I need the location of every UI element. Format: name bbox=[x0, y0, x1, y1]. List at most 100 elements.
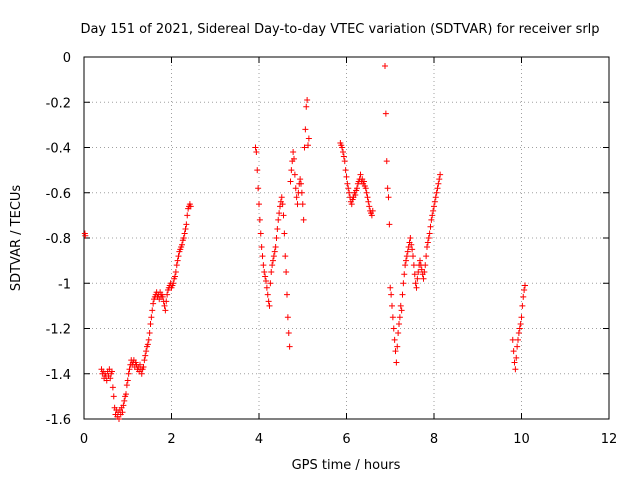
data-point bbox=[390, 325, 397, 332]
data-point bbox=[366, 203, 373, 210]
data-point bbox=[364, 194, 371, 201]
data-point bbox=[369, 207, 376, 214]
data-point bbox=[384, 185, 391, 192]
grid-lines bbox=[84, 57, 609, 419]
data-point bbox=[431, 198, 438, 205]
data-point bbox=[285, 330, 292, 337]
y-tick-labels: 0 -0.2 -0.4 -0.6 -0.8 -1 -1.2 -1.4 -1.6 bbox=[46, 51, 71, 428]
data-point bbox=[126, 366, 133, 373]
y-tick-label: -1.4 bbox=[46, 368, 71, 383]
data-point bbox=[395, 330, 402, 337]
data-point bbox=[287, 178, 294, 185]
data-point bbox=[146, 330, 153, 337]
data-point bbox=[428, 216, 435, 223]
y-tick-label: -0.2 bbox=[46, 96, 71, 111]
data-point bbox=[144, 341, 151, 348]
data-point bbox=[401, 271, 408, 278]
data-point bbox=[254, 167, 261, 174]
data-point bbox=[388, 291, 395, 298]
data-point bbox=[519, 302, 526, 309]
data-point bbox=[145, 336, 152, 343]
data-point bbox=[162, 307, 169, 314]
data-point bbox=[435, 180, 442, 187]
data-point bbox=[515, 330, 522, 337]
data-point bbox=[396, 314, 403, 321]
data-point bbox=[284, 314, 291, 321]
data-point bbox=[161, 302, 168, 309]
data-point bbox=[410, 253, 416, 260]
data-point bbox=[270, 257, 276, 264]
data-point bbox=[518, 314, 525, 321]
data-point bbox=[354, 185, 360, 192]
data-point bbox=[516, 325, 523, 332]
data-point bbox=[275, 216, 282, 223]
data-point bbox=[382, 63, 388, 70]
data-point bbox=[404, 248, 411, 255]
data-point bbox=[357, 171, 364, 178]
data-point bbox=[290, 149, 297, 156]
data-point bbox=[187, 203, 194, 210]
data-point bbox=[258, 244, 265, 251]
data-point bbox=[181, 230, 188, 237]
data-point bbox=[430, 207, 437, 214]
data-point bbox=[138, 370, 145, 377]
data-point bbox=[255, 185, 262, 192]
data-point bbox=[172, 268, 179, 275]
data-point bbox=[304, 96, 311, 103]
data-point bbox=[341, 158, 348, 165]
data-point bbox=[281, 230, 288, 237]
y-tick-label: -1 bbox=[58, 277, 71, 292]
data-point bbox=[514, 343, 521, 350]
data-point bbox=[121, 397, 128, 404]
data-point bbox=[261, 268, 268, 275]
data-point bbox=[140, 363, 147, 370]
data-point bbox=[305, 142, 311, 149]
data-point bbox=[147, 320, 154, 327]
data-point bbox=[363, 189, 370, 196]
data-point bbox=[402, 262, 409, 269]
data-point bbox=[116, 416, 122, 422]
data-point bbox=[286, 343, 293, 350]
data-point bbox=[512, 366, 519, 373]
data-point bbox=[257, 230, 264, 237]
data-point bbox=[417, 257, 423, 264]
data-point bbox=[411, 271, 418, 278]
y-tick-label: -0.8 bbox=[46, 232, 71, 247]
data-point bbox=[352, 192, 359, 199]
data-point bbox=[159, 293, 166, 300]
data-point bbox=[431, 203, 437, 210]
x-tick-label: 12 bbox=[601, 432, 618, 447]
data-point bbox=[414, 275, 421, 282]
data-point bbox=[436, 176, 443, 183]
data-point bbox=[294, 201, 301, 208]
data-point bbox=[263, 284, 270, 291]
data-point bbox=[340, 153, 347, 160]
data-point bbox=[163, 298, 170, 305]
data-point bbox=[298, 189, 305, 196]
x-tick-labels: 0 2 4 6 8 10 12 bbox=[80, 432, 617, 447]
data-point bbox=[408, 241, 415, 248]
y-tick-label: -1.2 bbox=[46, 323, 71, 338]
data-point bbox=[142, 352, 149, 359]
data-point bbox=[123, 382, 130, 389]
data-point bbox=[141, 357, 148, 364]
data-point bbox=[432, 194, 439, 201]
data-point bbox=[339, 144, 346, 151]
data-point bbox=[392, 348, 399, 355]
data-point bbox=[264, 291, 271, 298]
data-point bbox=[123, 391, 129, 398]
data-point bbox=[110, 393, 117, 400]
data-point bbox=[393, 359, 400, 366]
data-point bbox=[429, 212, 436, 219]
data-point bbox=[174, 257, 181, 264]
data-point bbox=[180, 235, 187, 241]
data-point bbox=[515, 336, 521, 343]
data-point bbox=[293, 194, 300, 201]
data-point bbox=[361, 178, 367, 185]
data-point bbox=[424, 244, 430, 251]
data-point bbox=[125, 370, 132, 377]
data-point bbox=[424, 239, 431, 246]
data-point bbox=[279, 201, 286, 208]
data-point bbox=[398, 307, 405, 314]
x-tick-label: 6 bbox=[342, 432, 350, 447]
